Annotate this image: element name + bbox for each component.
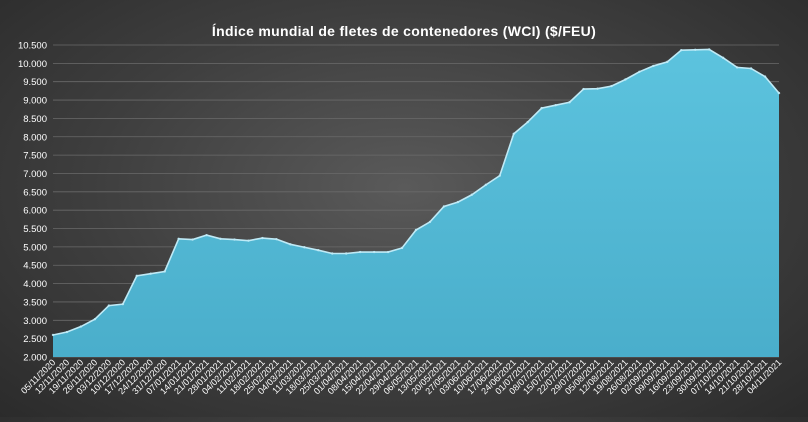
data-point xyxy=(568,101,571,104)
y-tick-label: 7.500 xyxy=(23,151,47,162)
data-point xyxy=(554,104,557,107)
data-point xyxy=(386,250,390,254)
y-tick-label: 8.000 xyxy=(23,132,47,143)
data-point xyxy=(317,248,320,252)
data-point xyxy=(428,220,432,224)
data-point xyxy=(121,302,125,306)
data-point xyxy=(135,274,138,278)
data-point xyxy=(233,238,236,241)
data-point xyxy=(721,56,725,60)
y-tick-label: 10.500 xyxy=(18,41,47,52)
data-point xyxy=(442,205,446,208)
data-point xyxy=(79,325,83,328)
y-tick-label: 5.000 xyxy=(23,242,47,253)
data-point xyxy=(666,60,669,64)
y-tick-label: 2.000 xyxy=(23,353,47,364)
data-point xyxy=(247,239,250,242)
data-point xyxy=(303,246,306,249)
data-point xyxy=(694,48,697,51)
data-point xyxy=(261,236,264,240)
data-point xyxy=(652,64,655,68)
x-axis: 05/11/202012/11/202019/11/202026/11/2020… xyxy=(19,357,783,396)
data-point xyxy=(400,246,404,250)
data-point xyxy=(107,304,111,307)
plot-area xyxy=(51,48,781,358)
y-tick-label: 9.000 xyxy=(23,96,47,107)
data-point xyxy=(470,193,474,196)
data-point xyxy=(163,270,166,273)
data-point xyxy=(526,120,529,124)
data-point xyxy=(65,330,69,334)
series-area xyxy=(53,49,779,358)
y-tick-label: 7.000 xyxy=(23,169,47,180)
y-tick-label: 9.500 xyxy=(23,77,47,88)
data-point xyxy=(777,91,781,95)
data-point xyxy=(93,317,97,321)
data-point xyxy=(344,252,348,255)
data-point xyxy=(638,70,641,74)
y-tick-label: 3.000 xyxy=(23,316,47,327)
data-point xyxy=(624,78,627,81)
y-tick-label: 8.500 xyxy=(23,114,47,125)
y-tick-label: 4.500 xyxy=(23,261,47,272)
y-tick-label: 2.500 xyxy=(23,334,47,345)
y-tick-label: 10.000 xyxy=(18,59,47,70)
data-point xyxy=(749,67,753,70)
data-point xyxy=(149,272,152,275)
data-point xyxy=(191,238,194,241)
data-point xyxy=(512,132,515,136)
data-point xyxy=(456,200,460,204)
y-axis: 2.000 2.500 3.000 3.500 4.000 4.500 5.000 5.500… xyxy=(18,41,47,364)
data-point xyxy=(484,183,488,187)
data-point xyxy=(177,237,180,241)
data-point xyxy=(358,250,362,254)
y-tick-label: 5.500 xyxy=(23,224,47,235)
data-point xyxy=(289,243,292,246)
data-point xyxy=(582,87,585,91)
y-tick-label: 3.500 xyxy=(23,297,47,308)
data-point xyxy=(610,84,613,88)
y-tick-label: 6.500 xyxy=(23,187,47,198)
data-point xyxy=(707,48,711,51)
data-point xyxy=(735,66,739,69)
data-point xyxy=(596,87,599,90)
data-point xyxy=(680,48,683,52)
data-point xyxy=(763,75,767,78)
data-point xyxy=(540,106,543,110)
data-point xyxy=(414,228,418,232)
data-point xyxy=(372,250,376,254)
chart-title: Índice mundial de fletes de contenedores… xyxy=(212,23,596,39)
data-point xyxy=(275,237,278,241)
data-point xyxy=(331,252,334,255)
data-point xyxy=(498,174,501,177)
data-point xyxy=(51,333,55,337)
y-tick-label: 4.000 xyxy=(23,279,47,290)
data-point xyxy=(219,237,222,241)
y-tick-label: 6.000 xyxy=(23,206,47,217)
data-point xyxy=(205,233,208,237)
